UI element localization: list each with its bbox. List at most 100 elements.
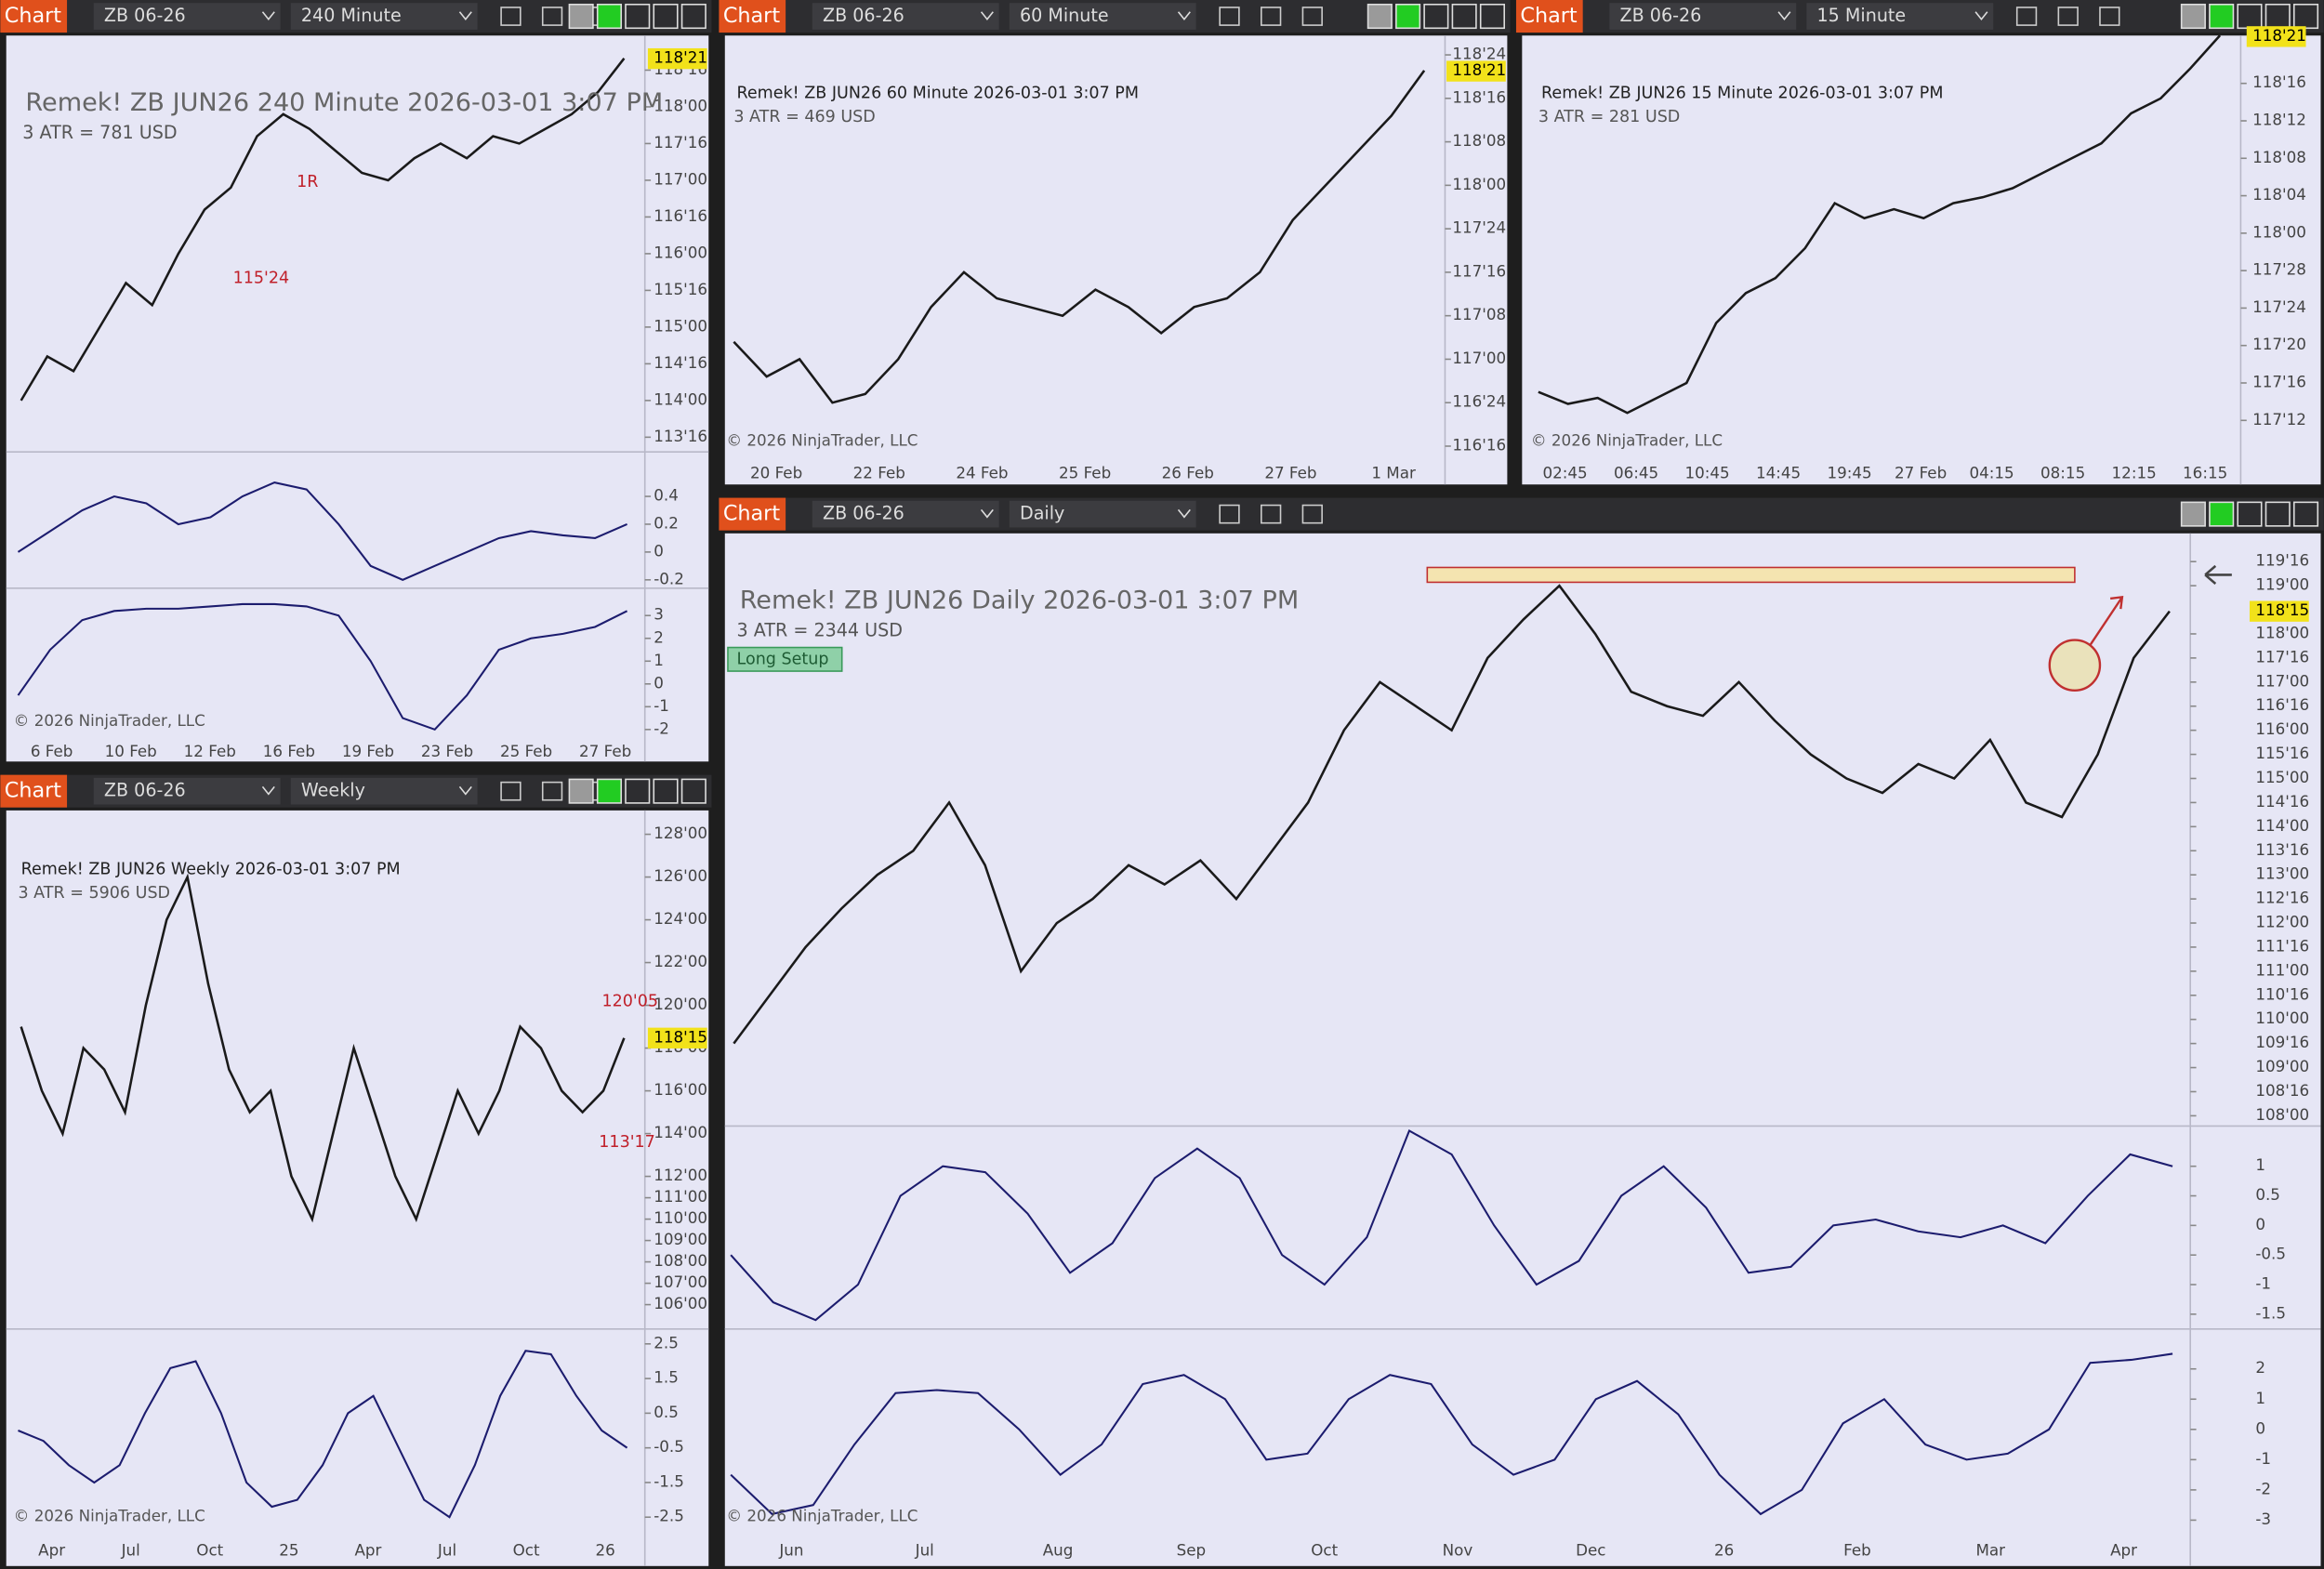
window-control[interactable] xyxy=(2265,501,2291,527)
price-tick-label: 120'00 xyxy=(654,995,707,1013)
window-control[interactable] xyxy=(2292,501,2319,527)
toolbar-icon[interactable] xyxy=(1301,7,1323,26)
chart-button[interactable] xyxy=(719,497,786,531)
price-line xyxy=(20,873,626,1223)
oscillator-line xyxy=(730,1352,2173,1516)
window-control[interactable] xyxy=(653,778,679,804)
toolbar-icon[interactable] xyxy=(541,7,563,26)
window-control[interactable] xyxy=(1451,3,1477,30)
window-control[interactable] xyxy=(1367,3,1393,30)
instrument-dropdown[interactable] xyxy=(93,3,281,30)
window-control[interactable] xyxy=(1479,3,1506,30)
window-control[interactable] xyxy=(680,3,706,30)
interval-dropdown[interactable] xyxy=(1009,500,1196,528)
window-control[interactable] xyxy=(2180,3,2206,30)
oscillator-line xyxy=(17,602,628,732)
price-tick-label: 118'12 xyxy=(2252,111,2306,129)
indicator-tick-label: -2.5 xyxy=(654,1507,684,1525)
chart-annotation: 1R xyxy=(297,173,318,191)
x-tick-label: 12 Feb xyxy=(184,742,236,760)
x-tick-label: 25 Feb xyxy=(1059,464,1111,482)
window-control[interactable] xyxy=(2209,3,2235,30)
toolbar-icon[interactable] xyxy=(1219,7,1240,26)
x-tick-label: Sep xyxy=(1177,1540,1207,1559)
x-tick-label: Oct xyxy=(513,1540,540,1559)
window-control[interactable] xyxy=(596,3,623,30)
price-tick-label: 111'16 xyxy=(2255,936,2309,955)
setup-badge xyxy=(727,646,843,672)
price-tick-label: 114'16 xyxy=(2255,792,2309,811)
chart-button[interactable] xyxy=(0,0,68,33)
instrument-dropdown[interactable] xyxy=(812,3,999,30)
chart-button[interactable] xyxy=(0,774,68,808)
window-control[interactable] xyxy=(568,3,594,30)
price-tick-label: 117'00 xyxy=(2255,671,2309,690)
toolbar-icon[interactable] xyxy=(1260,7,1282,26)
toolbar-icon[interactable] xyxy=(541,781,563,801)
instrument-dropdown[interactable] xyxy=(93,777,281,805)
x-tick-label: 20 Feb xyxy=(750,464,802,482)
price-tick-label: 117'28 xyxy=(2252,260,2306,279)
chart-button[interactable] xyxy=(719,0,786,33)
interval-dropdown[interactable] xyxy=(290,3,478,30)
indicator-tick-label: 1 xyxy=(2255,1155,2265,1174)
toolbar-icon[interactable] xyxy=(2099,7,2120,26)
x-tick-label: 6 Feb xyxy=(31,742,73,760)
atr-label: 3 ATR = 2344 USD xyxy=(737,620,903,641)
window-control[interactable] xyxy=(568,778,594,804)
indicator-tick-label: -0.2 xyxy=(654,569,684,587)
interval-dropdown[interactable] xyxy=(1009,3,1196,30)
interval-dropdown[interactable] xyxy=(1806,3,1994,30)
setup-label: Long Setup xyxy=(737,650,829,668)
chart-panel xyxy=(724,533,2321,1566)
chart-button-label: Chart xyxy=(5,4,62,28)
price-line xyxy=(20,58,626,402)
instrument-dropdown[interactable] xyxy=(1609,3,1797,30)
toolbar-icon[interactable] xyxy=(500,781,522,801)
price-tick-label: 126'00 xyxy=(654,866,707,885)
window-control[interactable] xyxy=(1395,3,1421,30)
window-control[interactable] xyxy=(625,778,651,804)
toolbar-icon[interactable] xyxy=(1219,504,1240,524)
price-tick-label: 124'00 xyxy=(654,909,707,928)
chart-button[interactable] xyxy=(1515,0,1583,33)
price-tick-label: 118'08 xyxy=(2252,148,2306,166)
toolbar-icon[interactable] xyxy=(2057,7,2079,26)
x-tick-label: 22 Feb xyxy=(853,464,905,482)
chart-title: Remek! ZB JUN26 Daily 2026-03-01 3:07 PM xyxy=(740,587,1299,615)
window-control[interactable] xyxy=(596,778,623,804)
toolbar-icon[interactable] xyxy=(1301,504,1323,524)
chart-panel xyxy=(1522,35,2321,485)
last-price-tag xyxy=(647,47,707,70)
atr-label: 3 ATR = 5906 USD xyxy=(18,884,170,903)
window-control[interactable] xyxy=(2180,501,2206,527)
price-tick-label: 117'08 xyxy=(1452,305,1506,323)
toolbar-icon[interactable] xyxy=(2015,7,2038,26)
dropdown-arrow xyxy=(458,785,472,796)
window-control[interactable] xyxy=(653,3,679,30)
indicator-tick-label: 0 xyxy=(2255,1215,2265,1233)
price-tick-label: 113'16 xyxy=(2255,840,2309,859)
dropdown-arrow xyxy=(1777,11,1791,20)
window-control[interactable] xyxy=(2209,501,2235,527)
price-tick-label: 115'00 xyxy=(2255,768,2309,786)
chart-button-label: Chart xyxy=(723,4,781,28)
price-tick-label: 117'12 xyxy=(2252,410,2306,429)
window-control[interactable] xyxy=(625,3,651,30)
window-control[interactable] xyxy=(680,778,706,804)
window-control[interactable] xyxy=(1423,3,1449,30)
instrument-dropdown[interactable] xyxy=(812,500,999,528)
window-control[interactable] xyxy=(2237,501,2263,527)
price-tick-label: 116'24 xyxy=(1452,392,1506,411)
x-tick-label: 08:15 xyxy=(2040,464,2085,482)
price-tick-label: 115'16 xyxy=(654,280,707,298)
price-tick-label: 118'24 xyxy=(1452,45,1506,63)
indicator-tick-label: 1.5 xyxy=(654,1368,679,1387)
toolbar-icon[interactable] xyxy=(1260,504,1282,524)
price-tick-label: 113'00 xyxy=(2255,864,2309,883)
toolbar-icon[interactable] xyxy=(500,7,522,26)
interval-dropdown[interactable] xyxy=(290,777,478,805)
instrument-label: ZB 06-26 xyxy=(1620,5,1702,26)
price-tick-label: 118'00 xyxy=(2255,623,2309,641)
